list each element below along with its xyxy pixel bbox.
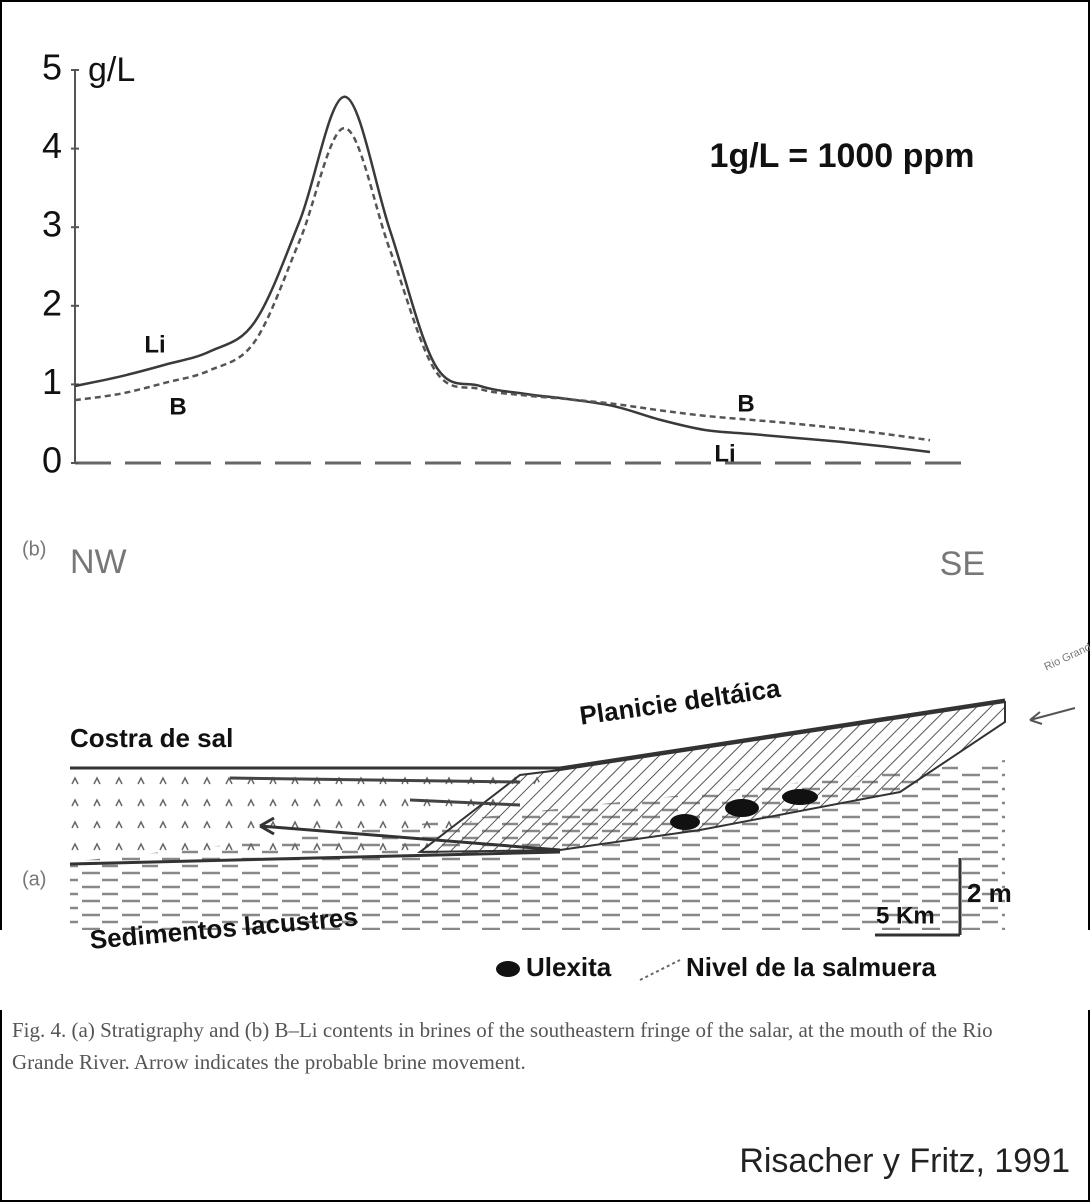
y-tick-label: 1 [42, 361, 62, 402]
panel-label: (a) [22, 868, 46, 890]
series-label: Li [144, 331, 165, 358]
arrow [259, 816, 561, 852]
base [69, 850, 561, 866]
citation: Risacher y Fritz, 1991 [739, 1142, 1070, 1180]
layer [229, 776, 521, 784]
legend-brine [639, 959, 681, 981]
surface [559, 698, 1006, 770]
scale-horizontal: 5 Km [876, 902, 935, 929]
series-line [74, 95, 931, 454]
mask [0, 930, 1090, 1010]
panel-label: (b) [22, 538, 46, 560]
delta [417, 700, 1006, 854]
series-label: Li [714, 440, 735, 467]
ulexite [725, 799, 759, 817]
caption-line: Grande River. Arrow indicates the probab… [12, 1050, 526, 1074]
legend-ulexite [496, 961, 520, 977]
series-label: B [169, 393, 186, 420]
legend-text: Nivel de la salmuera [686, 952, 937, 982]
delta-label: Planicie deltáica [578, 673, 783, 731]
ulexite [782, 789, 818, 805]
y-tick-label: 3 [42, 204, 62, 245]
scale-vertical: 2 m [967, 878, 1012, 908]
ulexite [670, 814, 700, 830]
y-tick-label: 4 [42, 125, 62, 166]
x-start-label: NW [70, 543, 127, 581]
river-label: Rio Grande [1042, 639, 1090, 674]
y-tick-label: 5 [42, 47, 62, 88]
legend-text: Ulexita [526, 952, 612, 982]
series-label: B [737, 390, 754, 417]
annotation: 1g/L = 1000 ppm [710, 137, 975, 175]
river-arrow [1029, 707, 1076, 725]
caption-line: Fig. 4. (a) Stratigraphy and (b) B–Li co… [12, 1018, 993, 1042]
x-end-label: SE [940, 545, 985, 583]
stratigraphy [0, 698, 1090, 1010]
y-tick-label: 0 [42, 440, 62, 481]
y-axis-label: g/L [88, 51, 135, 89]
y-tick-label: 2 [42, 282, 62, 323]
crust-label: Costra de sal [70, 723, 233, 753]
layer [409, 798, 521, 807]
